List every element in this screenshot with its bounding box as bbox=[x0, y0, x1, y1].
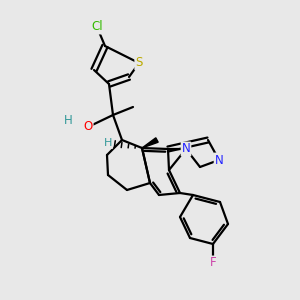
Text: Cl: Cl bbox=[91, 20, 103, 34]
Text: H: H bbox=[64, 113, 72, 127]
Text: N: N bbox=[214, 154, 224, 166]
Text: F: F bbox=[210, 256, 216, 269]
Text: O: O bbox=[83, 121, 93, 134]
Text: H: H bbox=[104, 138, 112, 148]
Polygon shape bbox=[142, 138, 158, 148]
Text: N: N bbox=[182, 142, 190, 155]
Text: S: S bbox=[135, 56, 143, 70]
